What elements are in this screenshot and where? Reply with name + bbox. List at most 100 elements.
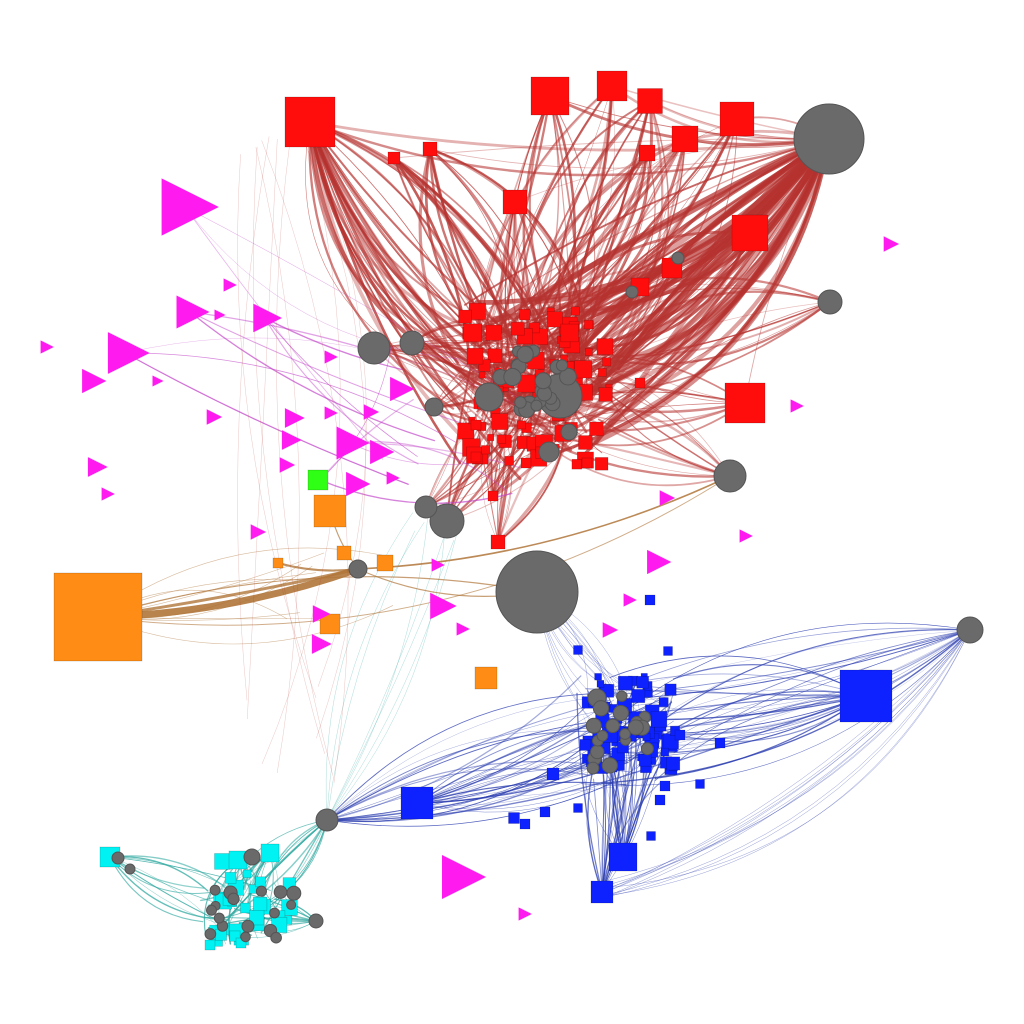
magenta-edge	[319, 399, 414, 481]
red-edge	[429, 148, 510, 384]
hub-node	[243, 848, 261, 866]
magenta-node	[346, 471, 371, 497]
red-edge	[308, 120, 462, 465]
cyan-node	[255, 876, 266, 888]
red-edge	[308, 120, 455, 410]
blue-node	[594, 673, 602, 681]
magenta-edge	[264, 317, 418, 457]
hub-node	[348, 559, 368, 579]
blue-edge	[673, 629, 971, 754]
blue-edge	[601, 722, 646, 893]
magenta-node	[214, 309, 226, 321]
blue-edge	[616, 629, 971, 767]
blue-edge	[665, 629, 971, 715]
magenta-node	[324, 350, 338, 364]
cyan-node	[240, 902, 251, 914]
red-edge	[393, 157, 491, 347]
hub-node	[286, 885, 302, 901]
orange-node	[336, 545, 352, 561]
red-node	[719, 101, 755, 137]
blue-edge	[600, 629, 971, 897]
blue-edge	[576, 692, 603, 893]
red-edge	[581, 138, 830, 396]
green-node	[307, 469, 329, 491]
blue-edge	[601, 629, 971, 883]
red-node	[731, 214, 769, 252]
blue-node	[638, 754, 652, 767]
cyan-node	[260, 843, 280, 863]
magenta-node	[281, 430, 302, 450]
red-edge	[308, 120, 522, 398]
cyan-edge	[229, 819, 328, 917]
red-edge	[482, 85, 613, 383]
hub-node	[424, 397, 444, 417]
cyan-edge	[326, 539, 455, 821]
blue-edge	[326, 695, 616, 821]
blue-node	[590, 880, 614, 904]
magenta-node	[87, 457, 108, 477]
blue-edge	[601, 736, 628, 893]
hub-node	[612, 704, 629, 722]
red-node	[496, 434, 507, 444]
red-node	[581, 457, 593, 469]
cyan-node	[249, 910, 265, 926]
blue-node	[400, 786, 434, 820]
red-node	[637, 88, 663, 114]
blue-edge	[654, 629, 971, 710]
cyan-edge	[326, 514, 429, 821]
hub-node	[240, 931, 251, 943]
red-edge	[581, 138, 830, 377]
blue-node	[579, 739, 592, 751]
magenta-edge	[189, 311, 436, 442]
red-edge	[481, 138, 830, 340]
hub-node	[627, 719, 644, 736]
orange-node	[272, 557, 284, 569]
cross-edge	[261, 151, 341, 764]
blue-node	[608, 842, 638, 872]
hub-node	[616, 690, 628, 702]
hub-node	[357, 331, 391, 365]
magenta-edge	[124, 337, 516, 405]
blue-node	[654, 794, 666, 806]
red-node	[466, 347, 484, 365]
red-node	[422, 141, 438, 157]
red-node	[478, 359, 491, 372]
hub-node	[560, 423, 578, 441]
magenta-edge	[184, 206, 520, 399]
red-node	[596, 70, 628, 102]
hub-node	[640, 742, 654, 756]
red-node	[470, 419, 482, 431]
red-edge	[581, 136, 832, 450]
red-node	[485, 324, 502, 341]
hub-node	[204, 928, 217, 940]
hub-node	[601, 757, 618, 774]
red-node	[519, 308, 531, 321]
hub-node	[530, 399, 543, 412]
blue-node	[658, 697, 669, 708]
blue-node	[659, 780, 671, 792]
red-node	[463, 323, 482, 343]
hub-node	[817, 289, 843, 315]
magenta-node	[161, 178, 219, 236]
red-node	[517, 420, 526, 430]
red-node	[504, 455, 514, 466]
magenta-node	[324, 406, 338, 420]
magenta-edge	[124, 352, 457, 443]
blue-edge	[326, 675, 582, 821]
magenta-node	[739, 529, 753, 543]
red-node	[284, 96, 336, 148]
hub-node	[286, 899, 297, 910]
cyan-node	[204, 939, 216, 951]
magenta-node	[883, 236, 900, 252]
blue-node	[573, 645, 583, 655]
red-node	[570, 306, 581, 316]
cyan-node	[214, 853, 231, 870]
hub-node	[516, 345, 534, 364]
blue-node	[674, 729, 686, 741]
red-node	[584, 348, 593, 356]
blue-edge	[326, 763, 660, 821]
red-edge	[473, 301, 831, 397]
blue-node	[646, 831, 656, 841]
hub-node	[619, 728, 631, 740]
